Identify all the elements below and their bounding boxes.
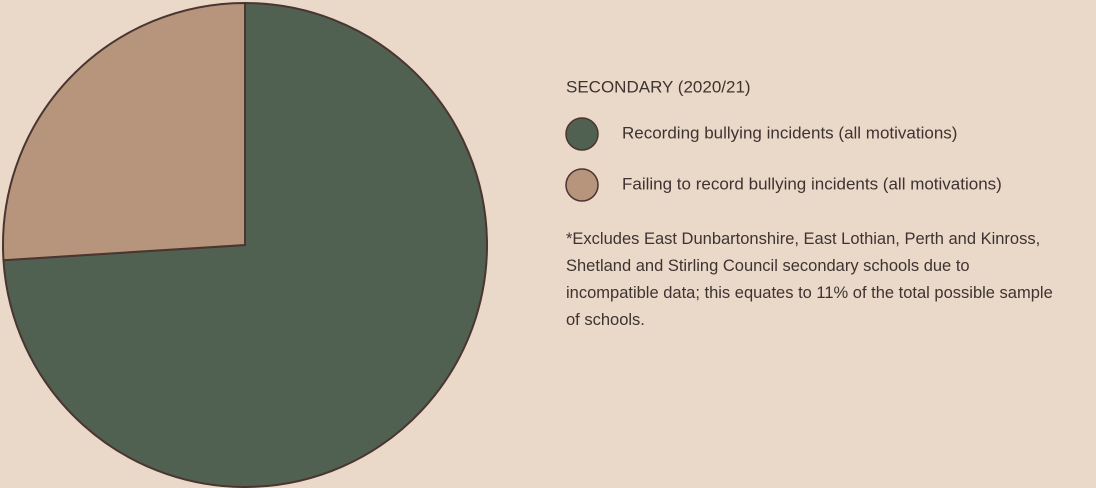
legend-swatch	[565, 117, 599, 151]
footnote: *Excludes East Dunbartonshire, East Loth…	[566, 230, 1053, 329]
legend-label: Failing to record bullying incidents (al…	[622, 174, 1002, 193]
legend-label: Recording bullying incidents (all motiva…	[622, 123, 957, 142]
legend-swatch	[565, 168, 599, 202]
legend-title: SECONDARY (2020/21)	[566, 77, 751, 96]
pie-slice	[2, 1, 246, 262]
